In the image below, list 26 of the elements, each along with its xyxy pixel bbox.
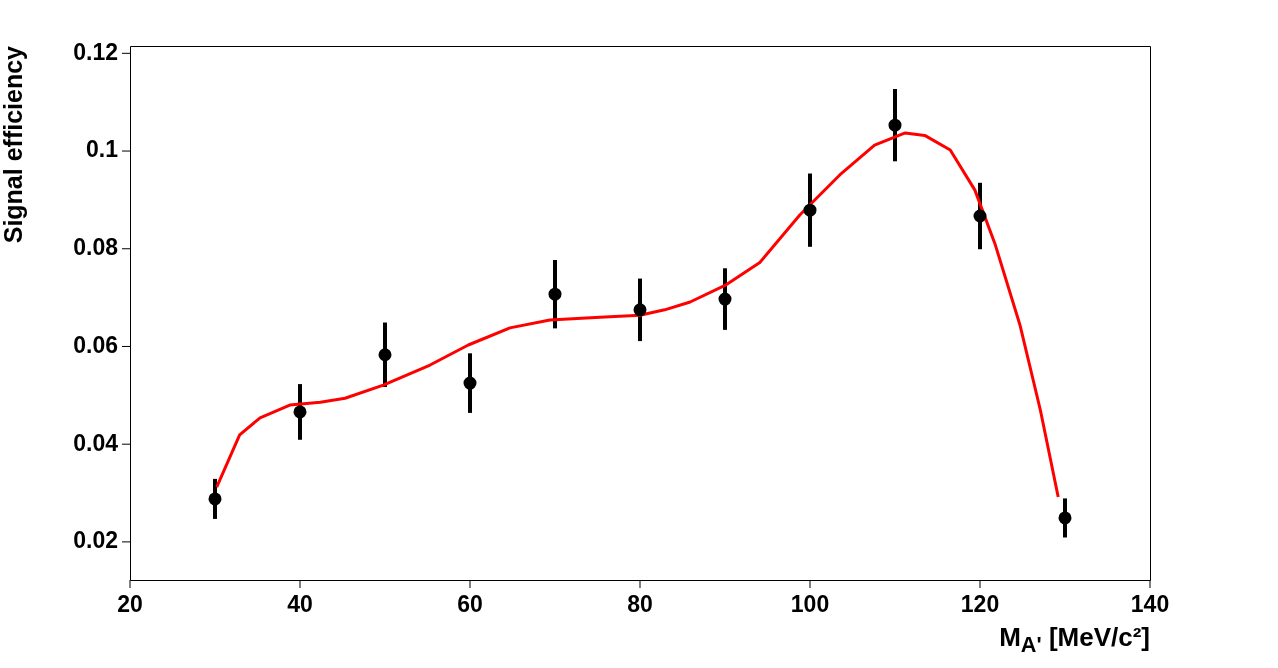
point [803, 203, 817, 217]
x-tick-label: 20 [117, 591, 143, 618]
x-tick-label: 60 [457, 591, 483, 618]
x-tick-label: 120 [960, 591, 1000, 618]
point [208, 492, 222, 506]
x-tick-label: 140 [1130, 591, 1170, 618]
y-tick-label: 0.1 [86, 136, 119, 163]
point [378, 348, 392, 362]
point [888, 118, 902, 132]
x-tick-label: 80 [627, 591, 653, 618]
point [973, 209, 987, 223]
y-tick-label: 0.08 [73, 234, 119, 261]
x-axis-title: M$_{A'}$ [MeV/c²] [999, 622, 1150, 659]
y-tick-label: 0.12 [73, 38, 118, 65]
y-tick-label: 0.06 [73, 331, 118, 358]
x-tick-label: 40 [287, 591, 313, 618]
y-tick-label: 0.04 [73, 429, 119, 456]
point [463, 376, 477, 390]
point [718, 292, 732, 306]
point [633, 303, 647, 317]
y-axis-title: Signal efficiency [0, 45, 27, 244]
y-tick-label: 0.02 [73, 527, 118, 554]
point [293, 405, 307, 419]
point [548, 287, 562, 301]
x-tick-label: 100 [790, 591, 830, 618]
point [1058, 511, 1072, 525]
